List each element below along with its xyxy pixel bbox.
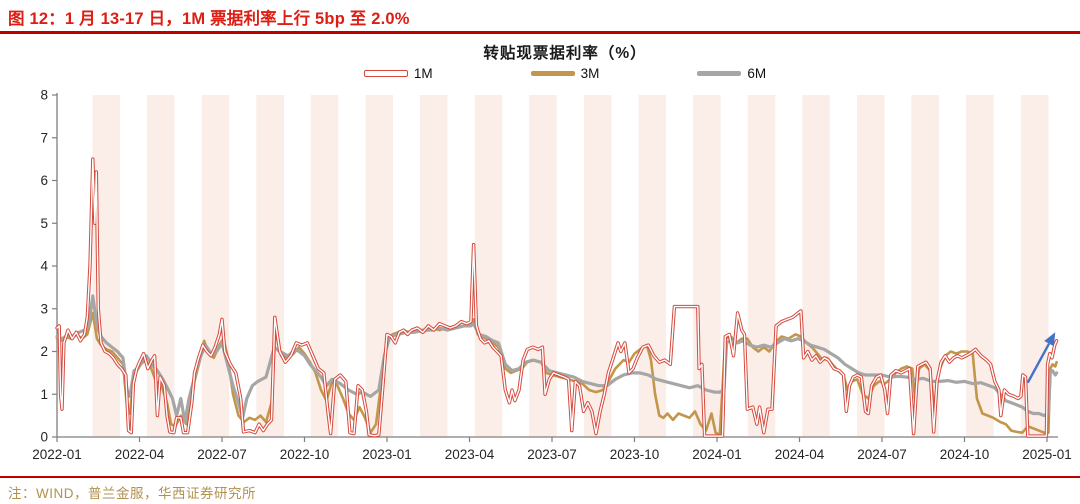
month-band xyxy=(201,95,230,437)
x-tick-label: 2024-01 xyxy=(692,447,742,462)
month-band xyxy=(638,95,667,437)
x-tick-label: 2022-10 xyxy=(280,447,330,462)
x-tick-label: 2022-01 xyxy=(32,447,82,462)
y-tick-label: 0 xyxy=(40,430,48,445)
month-band xyxy=(474,95,503,437)
x-tick-label: 2025-01 xyxy=(1022,447,1072,462)
y-tick-label: 4 xyxy=(40,259,48,274)
trend-arrow-head xyxy=(1044,332,1056,347)
month-band xyxy=(693,95,721,437)
legend-item-3m: 3M xyxy=(530,66,600,81)
y-tick-label: 8 xyxy=(40,88,48,103)
chart-title: 转贴现票据利率（%） xyxy=(483,45,647,62)
legend-label-6m: 6M xyxy=(747,66,767,81)
legend-item-6m: 6M xyxy=(697,66,766,81)
figure-title: 图 12：1 月 13-17 日，1M 票据利率上行 5bp 至 2.0% xyxy=(8,10,410,28)
source-note: 注：WIND，普兰金服，华西证券研究所 xyxy=(8,486,256,501)
x-tick-label: 2023-10 xyxy=(610,447,660,462)
x-tick-label: 2023-07 xyxy=(527,447,577,462)
legend-marker-6m-line xyxy=(697,71,742,76)
month-band xyxy=(256,95,284,437)
month-band xyxy=(966,95,994,437)
x-tick-label: 2024-10 xyxy=(940,447,990,462)
series-1m-line-core xyxy=(56,158,1058,437)
chart-legend: 1M 3M 6M xyxy=(25,66,1080,81)
x-tick-label: 2023-04 xyxy=(445,447,495,462)
legend-item-1m: 1M xyxy=(363,66,433,81)
y-tick-label: 5 xyxy=(40,216,48,231)
footer-divider-rule xyxy=(0,476,1080,478)
title-divider-rule xyxy=(0,31,1080,34)
y-tick-label: 2 xyxy=(40,344,48,359)
month-band xyxy=(802,95,830,437)
x-tick-label: 2023-01 xyxy=(362,447,412,462)
series-6m-line xyxy=(55,294,1059,424)
x-tick-label: 2024-04 xyxy=(775,447,825,462)
legend-label-3m: 3M xyxy=(580,66,600,81)
legend-marker-3m-line xyxy=(530,71,575,76)
x-tick-label: 2022-07 xyxy=(197,447,247,462)
y-tick-label: 3 xyxy=(40,301,48,316)
x-tick-label: 2024-07 xyxy=(857,447,907,462)
month-band xyxy=(747,95,776,437)
month-band xyxy=(420,95,448,437)
y-tick-label: 6 xyxy=(40,173,48,188)
trend-arrow-shaft xyxy=(1026,343,1051,384)
legend-marker-1m-line xyxy=(363,70,408,77)
y-tick-label: 7 xyxy=(40,130,48,145)
x-tick-label: 2022-04 xyxy=(115,447,165,462)
y-tick-label: 1 xyxy=(40,387,48,402)
legend-label-1m: 1M xyxy=(413,66,433,81)
